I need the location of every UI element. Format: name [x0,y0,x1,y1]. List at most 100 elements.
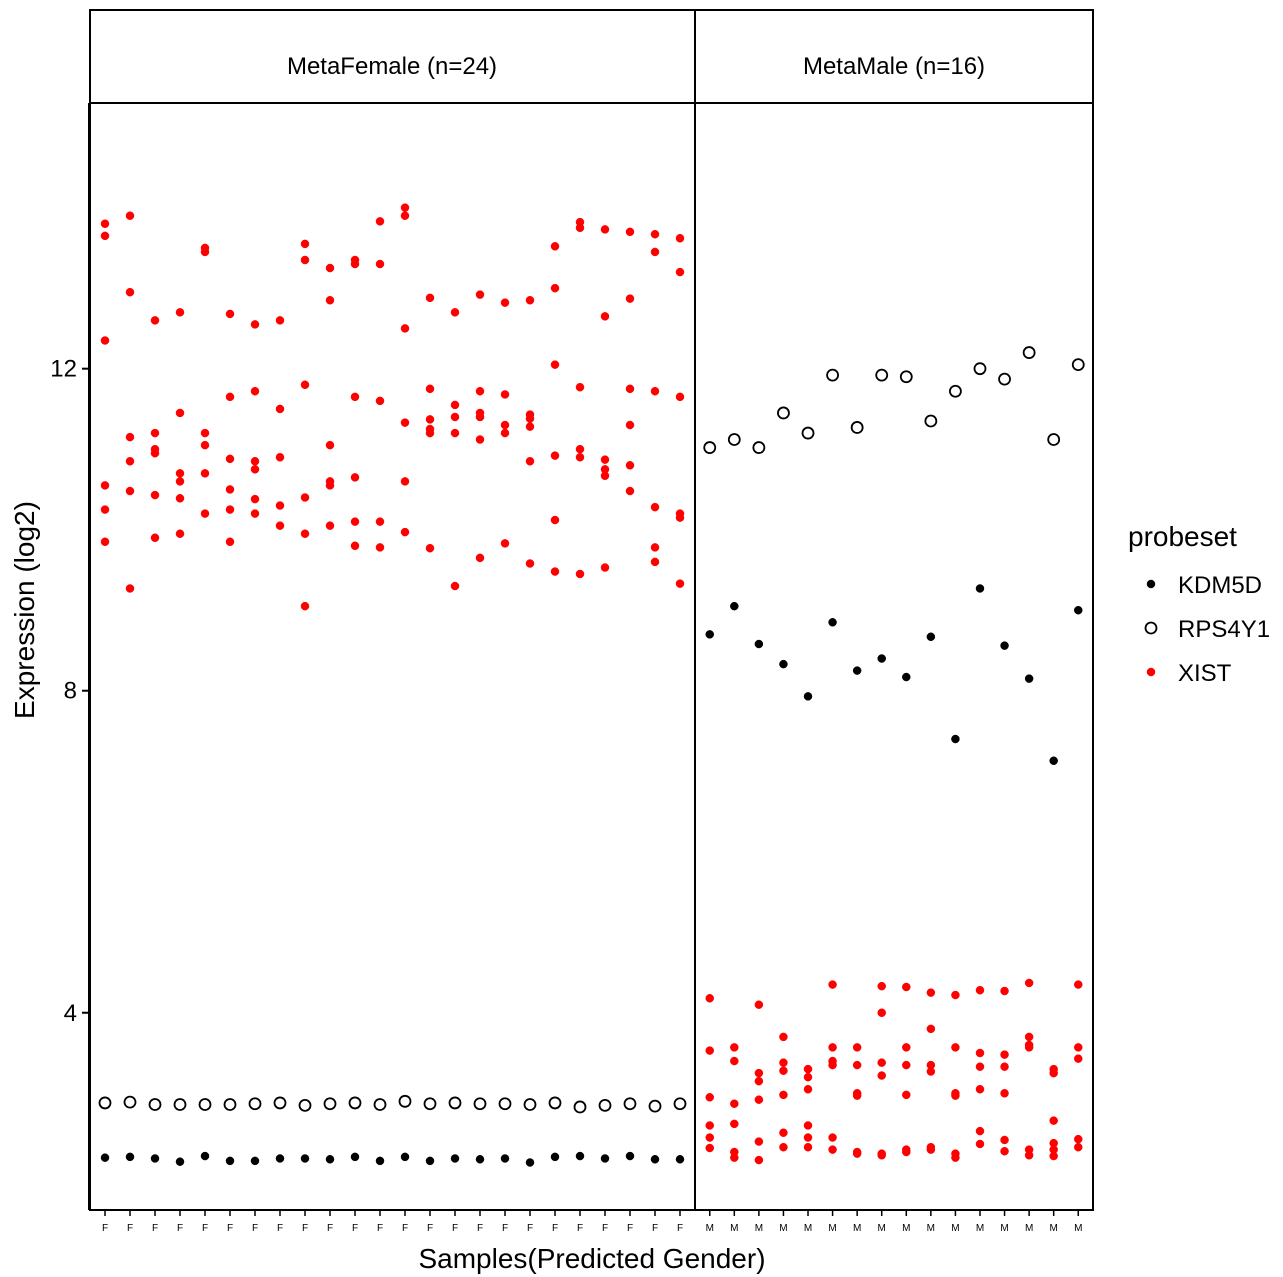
point-xist [150,448,160,458]
point-xist [475,386,485,396]
point-xist [675,392,685,402]
point-rps4y1 [148,1098,162,1111]
point-kdm5d [350,1152,360,1162]
point-xist [1000,1062,1009,1071]
point-xist [300,380,310,390]
point-rps4y1 [123,1095,137,1109]
x-tick-label: M [1000,1223,1008,1234]
panel-label-female: MetaFemale (n=24) [287,53,497,80]
point-xist [828,1043,837,1052]
point-kdm5d [902,672,911,682]
x-tick-label: F [277,1223,283,1234]
point-kdm5d [926,632,936,642]
point-kdm5d [730,601,739,611]
point-xist [1024,1032,1034,1042]
point-kdm5d [275,1154,285,1163]
point-kdm5d [1049,756,1058,766]
point-kdm5d [779,659,788,669]
x-tick-label: M [755,1223,763,1234]
point-rps4y1 [949,384,962,398]
x-tick-label: F [327,1223,333,1234]
point-xist [275,452,285,462]
point-xist [600,312,610,321]
point-xist [200,247,210,257]
point-xist [877,1071,886,1080]
point-xist [877,1151,886,1160]
point-rps4y1 [523,1098,537,1111]
point-xist [150,490,160,500]
legend-key-xist [1146,667,1156,677]
y-tick-label: 8 [64,678,77,705]
point-kdm5d [400,1152,410,1162]
x-tick-label: F [152,1223,158,1234]
point-xist [325,263,335,273]
point-xist [125,486,135,496]
point-xist [400,527,410,537]
point-xist [300,529,310,538]
point-rps4y1 [648,1099,662,1113]
x-tick-label: M [1050,1223,1058,1234]
x-tick-label: F [352,1223,358,1234]
x-tick-label: F [427,1223,433,1234]
point-xist [500,298,510,307]
point-kdm5d [625,1151,635,1161]
point-xist [200,469,210,478]
point-rps4y1 [448,1096,462,1110]
x-tick-label: F [202,1223,208,1234]
point-xist [125,584,135,593]
point-xist [705,1121,714,1130]
point-xist [325,481,335,490]
point-xist [175,308,185,317]
panel-label-male: MetaMale (n=16) [803,53,985,80]
point-xist [425,415,435,424]
point-xist [675,579,685,588]
point-xist [754,1137,764,1146]
point-rps4y1 [473,1097,487,1111]
point-xist [325,295,335,305]
point-kdm5d [1074,605,1083,615]
point-xist [550,242,560,251]
point-xist [525,422,535,431]
point-kdm5d [675,1155,685,1164]
point-xist [125,457,135,466]
point-xist [779,1066,788,1075]
point-xist [754,1076,764,1086]
point-xist [175,529,185,538]
point-xist [705,1093,714,1102]
point-xist [828,1145,837,1154]
point-xist [779,1090,788,1100]
point-kdm5d [975,584,985,593]
point-xist [400,324,410,333]
point-xist [600,455,610,464]
point-xist [350,392,360,402]
point-xist [550,283,560,293]
point-xist [475,412,485,422]
point-xist [525,559,535,568]
point-rps4y1 [598,1098,612,1112]
point-xist [100,505,110,514]
point-xist [450,428,460,438]
x-tick-label: F [652,1223,658,1234]
point-xist [525,414,535,423]
point-xist [1049,1068,1058,1078]
point-xist [1074,1043,1083,1052]
x-axis-title: Samples(Predicted Gender) [418,1243,765,1274]
point-rps4y1 [573,1100,587,1114]
point-xist [400,211,410,220]
point-xist [300,601,310,611]
point-xist [275,316,285,325]
point-xist [951,1091,960,1100]
point-xist [730,1153,739,1162]
point-xist [779,1032,788,1042]
point-rps4y1 [223,1098,237,1111]
x-tick-label: M [730,1223,738,1234]
point-xist [650,229,660,239]
x-tick-label: M [927,1223,935,1234]
point-xist [1024,1151,1034,1160]
x-tick-label: M [779,1223,787,1234]
point-rps4y1 [548,1096,562,1110]
x-tick-label: M [902,1223,910,1234]
point-kdm5d [425,1156,435,1166]
